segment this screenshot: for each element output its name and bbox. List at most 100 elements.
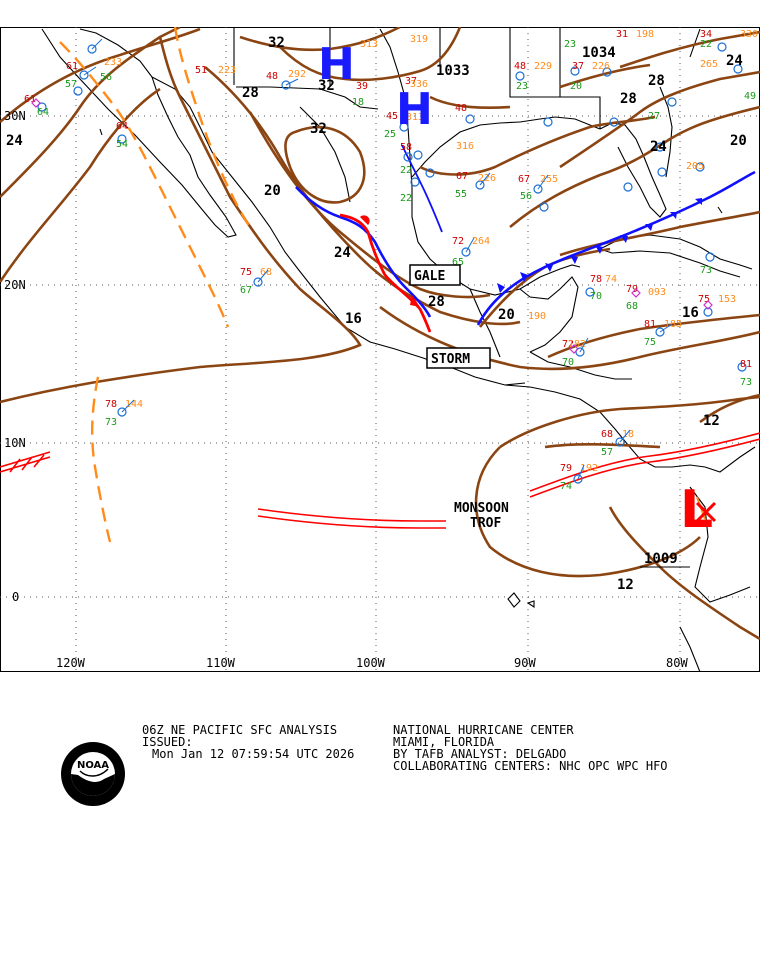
- svg-text:70: 70: [590, 291, 602, 302]
- svg-text:233: 233: [104, 57, 122, 68]
- isobar-labels: 32 32 32 24 28 20 24 16 28 20 16 12 12 2…: [6, 35, 747, 593]
- svg-text:57: 57: [65, 79, 77, 90]
- svg-text:16: 16: [345, 311, 362, 327]
- issued-time: Mon Jan 12 07:59:54 UTC 2026: [152, 747, 355, 761]
- svg-text:64: 64: [116, 121, 128, 132]
- svg-text:79: 79: [626, 284, 638, 295]
- high-pressure-value-1: 1033: [436, 63, 470, 79]
- svg-text:316: 316: [456, 141, 474, 152]
- cold-front: [295, 144, 756, 326]
- svg-text:28: 28: [428, 294, 445, 310]
- svg-text:20N: 20N: [4, 278, 26, 292]
- svg-text:16: 16: [682, 305, 699, 321]
- svg-text:48: 48: [455, 103, 467, 114]
- svg-text:45: 45: [386, 111, 398, 122]
- svg-text:72: 72: [452, 236, 464, 247]
- svg-text:57: 57: [601, 447, 613, 458]
- svg-text:110W: 110W: [206, 656, 236, 670]
- high-center-1: H: [318, 39, 355, 90]
- svg-text:78: 78: [105, 399, 117, 410]
- svg-text:12: 12: [617, 577, 634, 593]
- svg-text:12: 12: [703, 413, 720, 429]
- svg-text:67: 67: [518, 174, 530, 185]
- svg-text:182: 182: [568, 339, 586, 350]
- svg-text:32: 32: [268, 35, 285, 51]
- svg-text:81: 81: [644, 319, 656, 330]
- svg-text:24: 24: [334, 245, 351, 261]
- svg-text:GALE: GALE: [414, 269, 445, 284]
- svg-text:18: 18: [622, 429, 634, 440]
- svg-text:32: 32: [310, 121, 327, 137]
- svg-text:226: 226: [592, 61, 610, 72]
- svg-text:67: 67: [240, 285, 252, 296]
- svg-text:75: 75: [698, 294, 710, 305]
- svg-text:18: 18: [352, 97, 364, 108]
- svg-text:30N: 30N: [4, 109, 26, 123]
- logo-text: NOAA: [77, 760, 109, 771]
- svg-text:55: 55: [455, 189, 467, 200]
- svg-text:74: 74: [605, 274, 617, 285]
- isobars: [0, 27, 760, 641]
- svg-text:TROF: TROF: [470, 516, 501, 531]
- high-center-2: H: [396, 84, 433, 135]
- svg-text:190: 190: [528, 311, 546, 322]
- svg-text:330: 330: [740, 29, 758, 40]
- svg-text:31: 31: [616, 29, 628, 40]
- graticule: [0, 27, 760, 672]
- svg-text:22: 22: [400, 193, 412, 204]
- product-line: 06Z NE PACIFIC SFC ANALYSIS: [142, 723, 338, 737]
- issued-label: ISSUED:: [142, 735, 193, 749]
- svg-text:120W: 120W: [56, 656, 86, 670]
- svg-text:255: 255: [540, 174, 558, 185]
- svg-text:68: 68: [626, 301, 638, 312]
- svg-text:28: 28: [620, 91, 637, 107]
- svg-text:093: 093: [648, 287, 666, 298]
- svg-text:20: 20: [570, 81, 582, 92]
- monsoon-label: MONSOON TROF: [454, 501, 509, 531]
- svg-text:20: 20: [264, 183, 281, 199]
- svg-text:313: 313: [360, 39, 378, 50]
- svg-text:73: 73: [740, 377, 752, 388]
- svg-text:61: 61: [24, 94, 36, 105]
- svg-text:23: 23: [564, 39, 576, 50]
- low-pressure-center: L 1009: [640, 480, 717, 568]
- surface-analysis-map: 61 61 51 48 39 37 45 48 58 67 67 72 75 78 78 72 81 6…: [0, 27, 760, 672]
- collaborating-centers: COLLABORATING CENTERS: NHC OPC WPC HFO: [393, 759, 668, 773]
- svg-text:74: 74: [560, 481, 572, 492]
- svg-text:56: 56: [100, 72, 112, 83]
- svg-text:319: 319: [410, 34, 428, 45]
- svg-text:48: 48: [266, 71, 278, 82]
- svg-text:49: 49: [744, 91, 756, 102]
- svg-text:72: 72: [562, 339, 574, 350]
- high-pressure-value-2: 1034: [582, 45, 616, 61]
- svg-text:37: 37: [572, 61, 584, 72]
- svg-text:264: 264: [472, 236, 490, 247]
- svg-text:65: 65: [452, 257, 464, 268]
- svg-text:51: 51: [195, 65, 207, 76]
- svg-text:10N: 10N: [4, 436, 26, 450]
- noaa-logo: NOAA: [60, 741, 126, 807]
- svg-text:48: 48: [514, 61, 526, 72]
- warm-front: [339, 213, 432, 333]
- svg-text:32: 32: [318, 78, 335, 94]
- svg-text:73: 73: [700, 265, 712, 276]
- svg-text:54: 54: [116, 139, 128, 150]
- svg-text:25: 25: [384, 129, 396, 140]
- svg-text:73: 73: [105, 417, 117, 428]
- svg-text:313: 313: [406, 112, 424, 123]
- svg-text:58: 58: [400, 142, 412, 153]
- svg-text:226: 226: [478, 173, 496, 184]
- center-location: MIAMI, FLORIDA: [393, 735, 495, 749]
- svg-text:37: 37: [405, 76, 417, 87]
- monsoon-trough: [0, 432, 760, 529]
- svg-text:61: 61: [66, 61, 78, 72]
- high-pressure-centers: H H 1033 1034: [318, 39, 616, 135]
- svg-text:28: 28: [242, 85, 259, 101]
- low-center-x-icon: [695, 501, 717, 523]
- svg-text:75: 75: [644, 337, 656, 348]
- svg-text:39: 39: [356, 81, 368, 92]
- svg-text:336: 336: [410, 79, 428, 90]
- svg-text:27: 27: [648, 111, 660, 122]
- svg-text:81: 81: [740, 359, 752, 370]
- svg-text:56: 56: [520, 191, 532, 202]
